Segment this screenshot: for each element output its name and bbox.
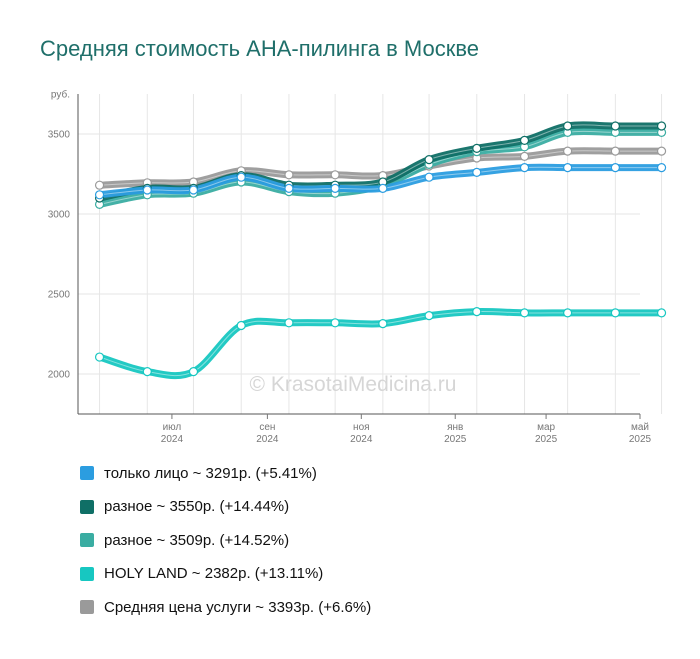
- y-tick-label: 3500: [48, 130, 71, 141]
- data-point: [94, 352, 105, 362]
- data-point: [330, 170, 340, 180]
- legend-swatch: [80, 466, 94, 480]
- data-point: [519, 163, 530, 173]
- x-tick-label-month: сен: [259, 422, 275, 433]
- watermark: © KrasotaiMedicina.ru: [250, 373, 457, 396]
- x-tick-label-year: 2024: [161, 434, 184, 445]
- data-point: [330, 183, 340, 193]
- legend: только лицо ~ 3291р. (+5.41%) разное ~ 3…: [80, 462, 371, 630]
- legend-swatch: [80, 566, 94, 581]
- data-point: [188, 185, 199, 195]
- data-point: [610, 163, 620, 173]
- y-tick-label: 2500: [48, 290, 71, 301]
- chart-title: Средняя стоимость АНА-пилинга в Москве: [40, 36, 480, 61]
- legend-item[interactable]: только лицо ~ 3291р. (+5.41%): [80, 462, 371, 484]
- x-tick-label-year: 2025: [444, 434, 467, 445]
- legend-item[interactable]: разное ~ 3509р. (+14.52%): [80, 529, 371, 551]
- data-point: [563, 121, 573, 131]
- data-point: [378, 319, 388, 329]
- data-point: [188, 367, 199, 377]
- data-point: [284, 170, 294, 180]
- data-point: [563, 308, 573, 318]
- y-tick-label: 2000: [48, 370, 71, 381]
- data-point: [236, 172, 246, 182]
- legend-swatch: [80, 533, 94, 548]
- data-point: [424, 155, 434, 165]
- data-point: [94, 180, 105, 190]
- data-point: [519, 308, 530, 318]
- x-tick-label-month: июл: [163, 422, 182, 433]
- data-point: [472, 143, 482, 153]
- data-point: [236, 320, 246, 331]
- x-tick-label-year: 2024: [350, 434, 373, 445]
- legend-swatch: [80, 499, 94, 514]
- legend-label: Средняя цена услуги ~ 3393р. (+6.6%): [104, 598, 372, 616]
- data-point: [424, 311, 434, 321]
- legend-item[interactable]: Средняя цена услуги ~ 3393р. (+6.6%): [80, 596, 371, 618]
- x-tick-label-month: май: [631, 422, 649, 433]
- data-point: [656, 146, 667, 156]
- data-point: [378, 183, 388, 193]
- x-tick-label-month: мар: [537, 422, 555, 433]
- x-tick-label-year: 2025: [535, 434, 558, 445]
- x-tick-label-month: янв: [447, 422, 463, 433]
- data-point: [519, 135, 530, 145]
- legend-label: HOLY LAND ~ 2382р. (+13.11%): [104, 565, 324, 583]
- data-point: [142, 185, 152, 195]
- data-point: [656, 163, 667, 173]
- x-tick-label-year: 2025: [629, 434, 652, 445]
- data-point: [284, 318, 294, 328]
- y-axis-label: руб.: [51, 89, 70, 101]
- legend-label: разное ~ 3550р. (+14.44%): [104, 498, 290, 516]
- data-point: [519, 151, 530, 161]
- data-point: [472, 167, 482, 177]
- line-chart: 2000250030003500руб.июл2024сен2024ноя202…: [48, 89, 667, 445]
- legend-swatch: [80, 600, 94, 615]
- data-point: [284, 183, 294, 193]
- data-point: [472, 307, 482, 317]
- data-point: [563, 146, 573, 156]
- data-point: [610, 308, 620, 318]
- data-point: [330, 318, 340, 328]
- x-tick-label-year: 2024: [256, 434, 279, 445]
- legend-label: только лицо ~ 3291р. (+5.41%): [104, 464, 317, 482]
- data-point: [94, 190, 105, 200]
- y-tick-label: 3000: [48, 210, 71, 221]
- data-point: [610, 121, 620, 131]
- data-point: [656, 121, 667, 131]
- data-point: [142, 367, 152, 377]
- data-point: [424, 172, 434, 182]
- data-point: [656, 308, 667, 318]
- legend-item[interactable]: HOLY LAND ~ 2382р. (+13.11%): [80, 563, 371, 585]
- legend-item[interactable]: разное ~ 3550р. (+14.44%): [80, 496, 371, 518]
- data-point: [563, 163, 573, 173]
- data-point: [610, 146, 620, 156]
- x-tick-label-month: ноя: [353, 422, 370, 433]
- legend-label: разное ~ 3509р. (+14.52%): [104, 531, 290, 549]
